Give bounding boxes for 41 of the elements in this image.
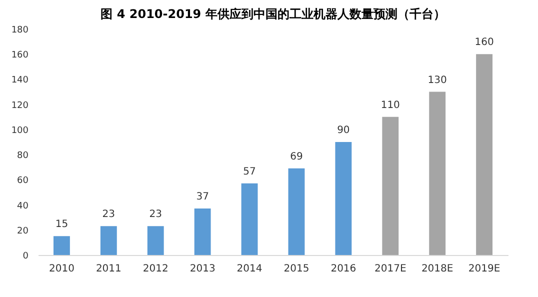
data-label: 130 (428, 74, 447, 86)
bar (147, 226, 164, 255)
data-label: 15 (55, 219, 68, 230)
data-label: 57 (243, 166, 256, 178)
bar (476, 54, 493, 255)
x-tick-label: 2013 (190, 264, 216, 274)
x-tick-label: 2011 (96, 264, 122, 274)
y-tick-label: 100 (11, 126, 29, 136)
data-label: 23 (149, 209, 162, 220)
y-tick-label: 60 (17, 176, 29, 186)
x-tick-label: 2019E (468, 264, 500, 274)
bar (100, 226, 117, 255)
bar (382, 116, 399, 255)
x-tick-label: 2017E (374, 264, 406, 274)
data-label: 110 (380, 100, 400, 111)
bar (241, 183, 258, 255)
x-tick-label: 2012 (142, 264, 168, 274)
data-label: 90 (337, 125, 350, 136)
x-tick-label: 2016 (330, 264, 356, 274)
x-tick-label: 2014 (236, 264, 262, 274)
x-tick-label: 2018E (421, 264, 454, 274)
data-label: 37 (196, 192, 209, 203)
bar (288, 168, 305, 255)
y-tick-label: 120 (11, 100, 29, 111)
y-tick-label: 160 (11, 50, 29, 61)
y-tick-label: 0 (22, 252, 29, 262)
bar (429, 92, 446, 255)
chart-title: 图 4 2010-2019 年供应到中国的工业机器人数量预测（千台） (100, 7, 446, 21)
y-tick-label: 40 (17, 201, 29, 212)
bar (335, 142, 352, 255)
bar (194, 208, 211, 255)
bar (53, 236, 70, 255)
data-label: 160 (474, 37, 494, 48)
data-label: 69 (290, 151, 303, 162)
y-tick-label: 80 (17, 151, 29, 162)
y-tick-label: 20 (17, 226, 29, 236)
data-label: 23 (102, 209, 116, 220)
y-tick-label: 180 (11, 26, 29, 36)
x-tick-label: 2015 (284, 264, 310, 274)
y-tick-label: 140 (11, 76, 29, 86)
x-tick-label: 2010 (48, 264, 74, 274)
